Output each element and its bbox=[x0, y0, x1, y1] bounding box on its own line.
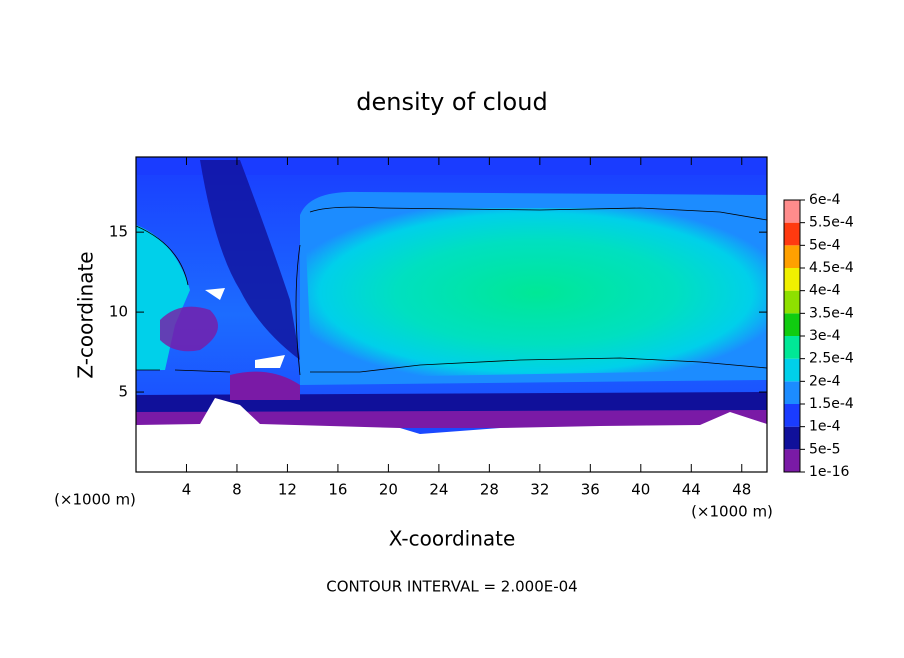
plot-frame bbox=[135, 156, 768, 473]
x-tick-label: 36 bbox=[581, 481, 600, 499]
x-tick-label: 44 bbox=[682, 481, 701, 499]
x-axis-label: X-coordinate bbox=[389, 527, 516, 551]
chart-title: density of cloud bbox=[356, 88, 547, 116]
y-tick-label: 5 bbox=[118, 383, 128, 401]
colorbar-label: 4.5e-4 bbox=[809, 260, 854, 276]
colorbar-label: 4e-4 bbox=[809, 283, 841, 299]
y-tick-label: 10 bbox=[109, 303, 128, 321]
colorbar-box bbox=[784, 336, 800, 359]
colorbar-label: 3e-4 bbox=[809, 328, 841, 344]
colorbar-label: 6e-4 bbox=[809, 192, 841, 208]
colorbar-box bbox=[784, 245, 800, 268]
colorbar-box bbox=[784, 222, 800, 246]
colorbar-label: 1e-16 bbox=[809, 464, 849, 480]
x-tick-label: 32 bbox=[530, 481, 549, 499]
x-tick-label: 12 bbox=[278, 481, 297, 499]
x-tick-label: 48 bbox=[732, 481, 751, 499]
x-tick-label: 28 bbox=[480, 481, 499, 499]
colorbar-label: 5e-4 bbox=[809, 237, 841, 253]
x-tick-label: 4 bbox=[182, 481, 192, 499]
colorbar-box bbox=[784, 200, 800, 223]
colorbar-box bbox=[784, 404, 800, 427]
y-axis-label: Z-coordinate bbox=[74, 251, 98, 378]
x-tick-label: 24 bbox=[429, 481, 448, 499]
colorbar-label: 2e-4 bbox=[809, 373, 841, 389]
x-tick-label: 40 bbox=[631, 481, 650, 499]
contour-field bbox=[136, 157, 767, 472]
colorbar-box bbox=[784, 426, 800, 450]
y-unit-label: (×1000 m) bbox=[54, 491, 136, 509]
colorbar-box bbox=[784, 290, 800, 314]
colorbar-label: 5e-5 bbox=[809, 441, 840, 457]
colorbar-box bbox=[784, 358, 800, 382]
y-tick-label: 15 bbox=[109, 223, 128, 241]
colorbar-box bbox=[784, 313, 800, 336]
x-tick-label: 8 bbox=[232, 481, 242, 499]
colorbar-box bbox=[784, 381, 800, 404]
colorbar-label: 1e-4 bbox=[809, 419, 841, 435]
colorbar-box bbox=[784, 449, 800, 472]
colorbar-box bbox=[784, 268, 800, 291]
x-tick-label: 16 bbox=[328, 481, 347, 499]
annotation: CONTOUR INTERVAL = 2.000E-04 bbox=[326, 578, 577, 596]
x-unit-label: (×1000 m) bbox=[691, 503, 773, 521]
colorbar-label: 2.5e-4 bbox=[809, 351, 854, 367]
colorbar-label: 3.5e-4 bbox=[809, 305, 854, 321]
colorbar-label: 1.5e-4 bbox=[809, 396, 854, 412]
x-tick-label: 20 bbox=[379, 481, 398, 499]
colorbar-label: 5.5e-4 bbox=[809, 215, 854, 231]
